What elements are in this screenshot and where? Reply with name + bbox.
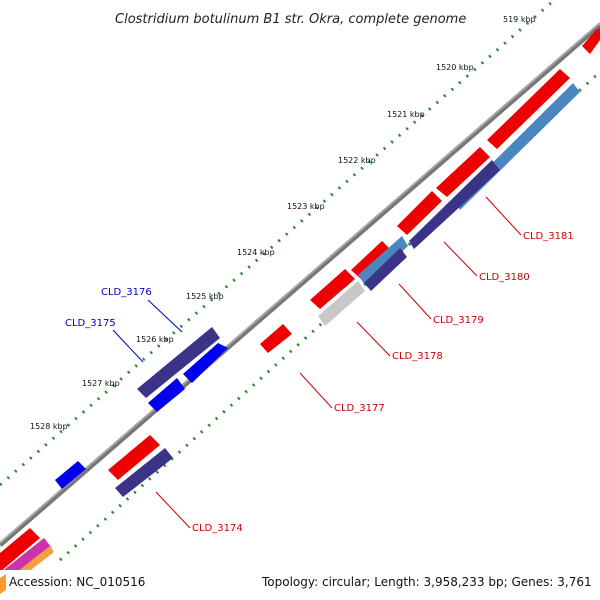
forward-strand-features: [0, 69, 570, 572]
cds-feature[interactable]: [397, 191, 442, 235]
tick-label: 519 kbp: [503, 15, 536, 24]
label-leaders: [112, 196, 522, 529]
cds-feature[interactable]: [358, 236, 408, 285]
gene-label[interactable]: CLD_3174: [192, 523, 243, 534]
tick-label: 1526 kbp: [136, 335, 174, 344]
gene-label[interactable]: CLD_3181: [523, 231, 574, 242]
outer-tick-track: [0, 0, 557, 487]
cds-feature[interactable]: [260, 324, 292, 353]
cds-feature[interactable]: [0, 528, 40, 572]
reverse-strand-features: [0, 83, 580, 594]
cds-feature[interactable]: [318, 281, 365, 326]
map-title: Clostridium botulinum B1 str. Okra, comp…: [115, 12, 466, 27]
tick-label: 1523 kbp: [287, 202, 325, 211]
cds-feature: [0, 574, 6, 594]
gene-label[interactable]: CLD_3178: [392, 351, 443, 362]
gene-label[interactable]: CLD_3180: [479, 272, 530, 283]
genome-backbone: [0, 22, 600, 547]
cds-feature[interactable]: [487, 69, 570, 149]
tick-label: 1524 kbp: [237, 248, 275, 257]
cds-feature[interactable]: [183, 343, 228, 383]
tick-label: 1522 kbp: [338, 156, 376, 165]
gene-label[interactable]: CLD_3179: [433, 315, 484, 326]
gene-labels: CLD_3176 CLD_3175 CLD_3181 CLD_3180 CLD_…: [65, 231, 574, 534]
cds-feature[interactable]: [436, 147, 490, 197]
inner-tick-track: [58, 70, 600, 562]
genome-summary-text: Topology: circular; Length: 3,958,233 bp…: [261, 575, 592, 589]
gene-label[interactable]: CLD_3176: [101, 287, 152, 298]
tick-label: 1520 kbp: [436, 63, 474, 72]
cds-feature[interactable]: [310, 269, 355, 309]
cds-feature[interactable]: [108, 435, 160, 480]
tick-labels: 519 kbp 1520 kbp 1521 kbp 1522 kbp 1523 …: [30, 15, 536, 431]
gene-label[interactable]: CLD_3177: [334, 403, 385, 414]
cds-feature[interactable]: [409, 160, 500, 249]
tick-label: 1528 kbp: [30, 422, 68, 431]
cds-feature[interactable]: [148, 378, 185, 412]
cds-feature[interactable]: [364, 248, 407, 291]
tick-label: 1525 kbp: [186, 292, 224, 301]
tick-label: 1527 kbp: [82, 379, 120, 388]
cds-feature[interactable]: [55, 461, 86, 489]
gene-label[interactable]: CLD_3175: [65, 318, 116, 329]
accession-text: Accession: NC_010516: [9, 575, 145, 589]
cds-feature[interactable]: [137, 327, 220, 398]
tick-label: 1521 kbp: [387, 110, 425, 119]
cds-feature[interactable]: [582, 28, 600, 54]
cds-feature[interactable]: [115, 448, 173, 497]
cds-feature[interactable]: [351, 241, 392, 279]
